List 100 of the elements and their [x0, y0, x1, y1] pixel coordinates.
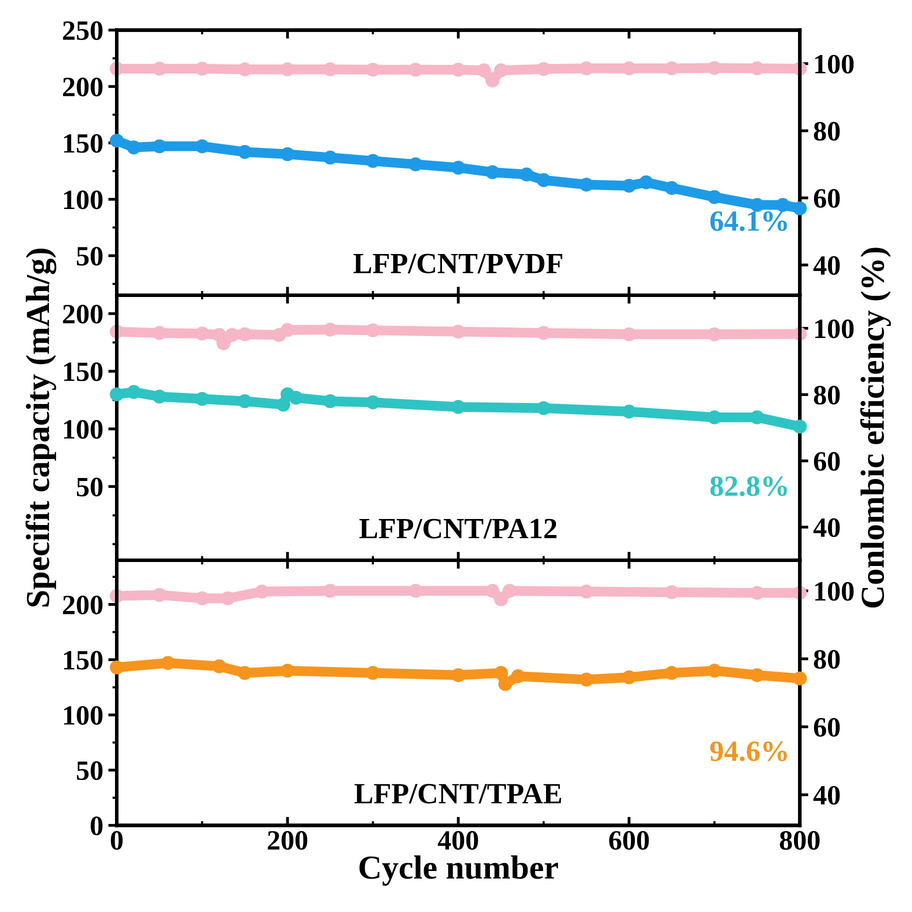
point: [238, 144, 252, 159]
point: [110, 134, 124, 148]
y-tick-label: 100: [64, 420, 102, 439]
y-tick-label: 100: [64, 190, 102, 210]
annotation: 94.6%: [710, 741, 787, 762]
point: [707, 190, 722, 204]
point: [408, 157, 423, 172]
point: [579, 584, 594, 598]
annotation: LFP/CNT/PA12: [359, 518, 556, 538]
point: [750, 61, 764, 76]
y-tick-label: 150: [64, 362, 102, 382]
point: [750, 198, 764, 212]
point: [280, 664, 294, 678]
point: [664, 666, 679, 680]
y-tick-label: 200: [63, 78, 102, 96]
x-axis-title: Cycle number: [359, 855, 558, 886]
point: [238, 327, 252, 342]
y-tick-label: 50: [76, 478, 102, 496]
x-tick-label: 0: [110, 831, 123, 850]
point: [776, 198, 790, 212]
point: [254, 584, 269, 598]
y2-tick-label: 100: [815, 319, 854, 338]
y2-tick-label: 40: [813, 518, 840, 538]
point: [238, 62, 252, 76]
point: [366, 154, 380, 168]
point: [195, 139, 210, 154]
point: [536, 401, 551, 416]
y-tick-label: 0: [90, 816, 102, 836]
point: [152, 326, 166, 340]
point: [366, 666, 380, 680]
point: [494, 63, 508, 78]
point: [485, 165, 500, 180]
point: [220, 591, 235, 606]
point: [126, 385, 141, 399]
y-tick-label: 200: [63, 596, 102, 614]
x-tick-label: 400: [438, 831, 478, 850]
point: [323, 394, 338, 408]
point: [110, 660, 124, 674]
y2-tick-label: 100: [815, 54, 854, 74]
point: [579, 672, 594, 687]
annotation: 64.1%: [710, 211, 787, 232]
point: [520, 168, 534, 182]
point: [451, 668, 466, 682]
annotation: LFP/CNT/TPAE: [354, 784, 562, 804]
point: [639, 175, 654, 190]
point: [195, 62, 210, 76]
point: [238, 666, 252, 680]
y2-tick-label: 40: [813, 786, 840, 805]
point: [579, 178, 594, 192]
y-axis-title: Specifit capacity (mAh/g): [25, 248, 56, 606]
point: [451, 324, 466, 339]
point: [161, 656, 175, 670]
annotation: LFP/CNT/PVDF: [353, 254, 562, 274]
point: [280, 62, 294, 76]
point: [664, 585, 679, 600]
x-tick-label: 800: [780, 831, 820, 850]
point: [536, 326, 551, 340]
point: [622, 61, 636, 76]
point: [511, 669, 525, 684]
point: [238, 394, 252, 408]
point: [195, 326, 210, 341]
point: [792, 672, 807, 686]
y2-tick-label: 100: [815, 582, 854, 601]
point: [494, 592, 508, 606]
point: [792, 201, 807, 216]
y2-tick-label: 60: [814, 452, 840, 471]
x-tick-label: 200: [268, 831, 308, 850]
point: [451, 62, 466, 77]
point: [323, 322, 338, 337]
point: [408, 62, 423, 77]
point: [289, 390, 303, 405]
y-tick-label: 250: [63, 21, 102, 40]
point: [707, 410, 722, 424]
point: [152, 588, 166, 602]
point: [536, 62, 551, 76]
point: [152, 139, 166, 154]
y-tick-label: 150: [64, 134, 102, 153]
point: [195, 392, 210, 406]
point: [152, 390, 166, 404]
point: [536, 173, 551, 188]
point: [366, 323, 380, 338]
point: [750, 668, 764, 682]
y2-tick-label: 80: [814, 386, 840, 405]
x-tick-label: 600: [609, 831, 649, 850]
point: [323, 150, 338, 165]
point: [126, 140, 141, 154]
point: [622, 178, 636, 193]
point: [451, 160, 466, 175]
point: [323, 584, 338, 598]
y2-tick-label: 40: [813, 256, 840, 275]
y2-tick-label: 60: [814, 718, 840, 737]
point: [502, 584, 516, 598]
point: [323, 62, 338, 76]
point: [476, 63, 491, 78]
y2-axis-title: Conlombic efficiency (%): [860, 248, 891, 608]
point: [280, 147, 294, 162]
point: [280, 323, 294, 337]
point: [664, 61, 679, 76]
y2-tick-label: 60: [814, 189, 840, 208]
point: [494, 666, 508, 680]
